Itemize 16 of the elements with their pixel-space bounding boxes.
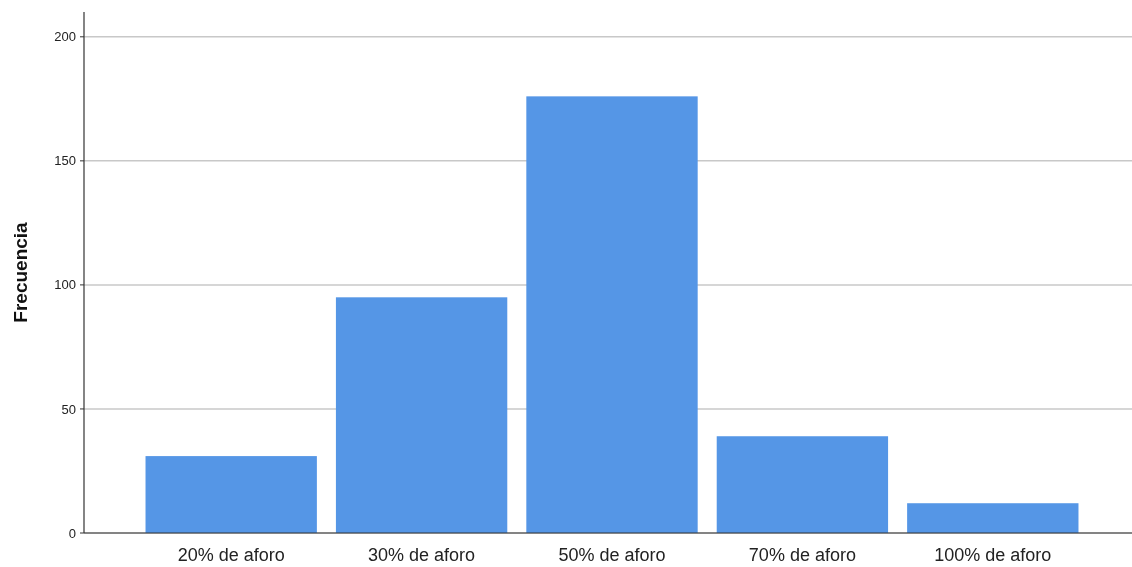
x-tick-label: 70% de aforo [748,545,856,565]
y-tick-label: 200 [54,29,76,45]
y-tick-label: 100 [54,277,76,293]
x-tick-label: 20% de aforo [177,545,285,565]
x-tick-label: 100% de aforo [934,545,1052,565]
x-tick-label: 30% de aforo [368,545,476,565]
y-tick-label: 150 [54,153,76,169]
x-tick-label: 50% de aforo [558,545,666,565]
y-axis-title: Frecuencia [10,221,31,323]
bar [526,96,698,533]
bar [145,456,317,533]
y-tick-label: 0 [68,525,76,541]
bar [907,503,1079,533]
y-tick-label: 50 [61,401,76,417]
bar [335,297,508,533]
bar [716,436,889,533]
